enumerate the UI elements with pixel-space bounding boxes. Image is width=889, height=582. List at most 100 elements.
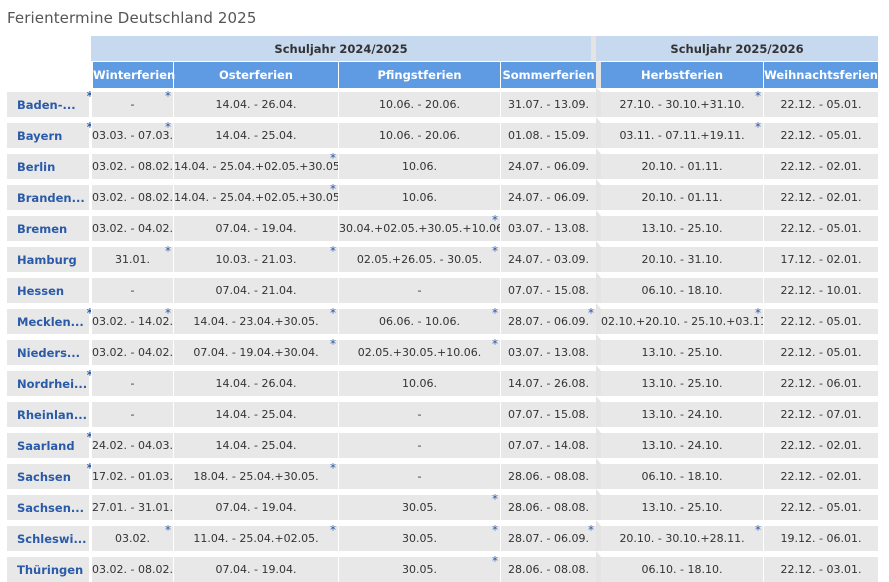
- date-range: 03.02.: [115, 532, 150, 545]
- cell-herbstferien: 13.10. - 25.10.: [596, 365, 764, 396]
- asterisk-icon[interactable]: *: [86, 120, 93, 134]
- asterisk-icon[interactable]: *: [588, 523, 595, 537]
- asterisk-icon[interactable]: *: [755, 89, 762, 103]
- cell-pfingstferien: 10.06.: [338, 365, 500, 396]
- asterisk-icon[interactable]: *: [165, 244, 171, 258]
- asterisk-icon[interactable]: *: [330, 337, 336, 351]
- asterisk-icon[interactable]: *: [86, 430, 93, 444]
- date-range: 03.02. - 04.02.: [92, 346, 173, 359]
- state-link[interactable]: Bremen: [7, 210, 91, 241]
- asterisk-icon[interactable]: *: [492, 492, 498, 506]
- table-row: Branden... 03.02. - 08.02. 14.04. - 25.04.…: [7, 179, 879, 210]
- date-range: 10.06.: [402, 377, 437, 390]
- asterisk-icon[interactable]: *: [86, 89, 93, 103]
- state-name: Thüringen: [17, 562, 84, 577]
- cell-weihnachtsferien: 22.12. - 02.01.: [763, 148, 879, 179]
- state-link[interactable]: Sachsen...: [7, 489, 91, 520]
- asterisk-icon[interactable]: *: [86, 461, 93, 475]
- date-range: 31.01.: [115, 253, 150, 266]
- date-range: 14.04. - 25.04.: [215, 408, 297, 421]
- date-range: 14.04. - 23.04.+30.05.: [193, 315, 319, 328]
- asterisk-icon[interactable]: *: [588, 306, 595, 320]
- date-range: 22.12. - 02.01.: [780, 160, 862, 173]
- cell-herbstferien: 13.10. - 24.10.: [596, 396, 764, 427]
- state-name: Nordrhei...: [17, 376, 88, 391]
- cell-pfingstferien: 02.05.+26.05. - 30.05. *: [338, 241, 500, 272]
- cell-pfingstferien: 30.04.+02.05.+30.05.+10.06. *: [338, 210, 507, 241]
- table-row: Schleswi... 03.02. * 11.04. - 25.04.+02.05.…: [7, 520, 879, 551]
- asterisk-icon[interactable]: *: [165, 120, 171, 134]
- asterisk-icon[interactable]: *: [492, 213, 498, 227]
- cell-weihnachtsferien: 22.12. - 06.01.: [763, 365, 879, 396]
- date-range: 22.12. - 05.01.: [780, 98, 862, 111]
- date-range: 03.02. - 08.02.: [92, 191, 173, 204]
- asterisk-icon[interactable]: *: [492, 306, 498, 320]
- date-range: 30.05.: [402, 563, 437, 576]
- asterisk-icon[interactable]: *: [330, 151, 336, 165]
- date-range: 06.10. - 18.10.: [641, 470, 723, 483]
- state-link[interactable]: Schleswi...: [7, 520, 91, 551]
- date-range: 07.04. - 19.04.: [215, 222, 297, 235]
- state-name: Bayern: [17, 128, 63, 143]
- cell-herbstferien: 06.10. - 18.10.: [596, 272, 764, 303]
- asterisk-icon[interactable]: *: [330, 461, 336, 475]
- date-range: 28.07. - 06.09.: [508, 532, 589, 545]
- state-link[interactable]: Branden...: [7, 179, 91, 210]
- cell-winterferien: 24.02. - 04.03.: [91, 427, 173, 458]
- state-link[interactable]: Thüringen: [7, 551, 91, 582]
- cell-sommerferien: 07.07. - 14.08.: [500, 427, 597, 458]
- state-name: Baden-...: [17, 97, 76, 112]
- asterisk-icon[interactable]: *: [492, 337, 498, 351]
- cell-weihnachtsferien: 22.12. - 02.01.: [763, 427, 879, 458]
- asterisk-icon[interactable]: *: [86, 306, 93, 320]
- asterisk-icon[interactable]: *: [330, 306, 336, 320]
- state-name: Sachsen...: [17, 500, 84, 515]
- asterisk-icon[interactable]: *: [755, 523, 762, 537]
- state-link[interactable]: Berlin: [7, 148, 91, 179]
- asterisk-icon[interactable]: *: [86, 368, 93, 382]
- cell-herbstferien: 13.10. - 25.10.: [596, 210, 764, 241]
- asterisk-icon[interactable]: *: [330, 182, 336, 196]
- asterisk-icon[interactable]: *: [165, 306, 171, 320]
- state-link[interactable]: Hamburg: [7, 241, 91, 272]
- date-range: 30.05.: [402, 501, 437, 514]
- state-link[interactable]: Sachsen *: [7, 458, 93, 489]
- column-header-sommerferien: Sommerferien: [500, 61, 597, 88]
- table-row: Rheinlan... - 14.04. - 25.04. - 07.07. - 15.…: [7, 396, 879, 427]
- asterisk-icon[interactable]: *: [755, 120, 762, 134]
- cell-winterferien: -: [91, 365, 173, 396]
- state-link[interactable]: Nieders...: [7, 334, 91, 365]
- cell-weihnachtsferien: 22.12. - 05.01.: [763, 489, 879, 520]
- date-range: 03.02. - 08.02.: [92, 563, 173, 576]
- asterisk-icon[interactable]: *: [330, 523, 336, 537]
- state-link[interactable]: Hessen: [7, 272, 91, 303]
- state-name: Mecklen...: [17, 314, 84, 329]
- state-link[interactable]: Saarland *: [7, 427, 93, 458]
- date-range: 22.12. - 03.01.: [780, 563, 862, 576]
- cell-herbstferien: 06.10. - 18.10.: [596, 551, 764, 582]
- asterisk-icon[interactable]: *: [492, 244, 498, 258]
- asterisk-icon[interactable]: *: [165, 89, 171, 103]
- date-range: 22.12. - 05.01.: [780, 129, 862, 142]
- cell-pfingstferien: -: [338, 458, 500, 489]
- asterisk-icon[interactable]: *: [755, 306, 762, 320]
- state-link[interactable]: Nordrhei... *: [7, 365, 93, 396]
- state-link[interactable]: Rheinlan...: [7, 396, 91, 427]
- state-link[interactable]: Mecklen... *: [7, 303, 93, 334]
- asterisk-icon[interactable]: *: [492, 554, 498, 568]
- date-range: 02.05.+30.05.+10.06.: [357, 346, 482, 359]
- date-range: 14.04. - 26.04.: [215, 98, 297, 111]
- date-range: 14.04. - 26.04.: [215, 377, 297, 390]
- cell-winterferien: -: [91, 272, 173, 303]
- state-name: Nieders...: [17, 345, 81, 360]
- cell-herbstferien: 02.10.+20.10. - 25.10.+03.11. *: [596, 303, 770, 334]
- state-link[interactable]: Bayern *: [7, 117, 93, 148]
- asterisk-icon[interactable]: *: [330, 244, 336, 258]
- date-range: 07.04. - 19.04.: [215, 563, 297, 576]
- cell-sommerferien: 03.07. - 13.08.: [500, 210, 597, 241]
- asterisk-icon[interactable]: *: [492, 523, 498, 537]
- state-link[interactable]: Baden-... *: [7, 88, 93, 117]
- date-range: 22.12. - 05.01.: [780, 346, 862, 359]
- date-range: 22.12. - 05.01.: [780, 501, 862, 514]
- asterisk-icon[interactable]: *: [165, 523, 171, 537]
